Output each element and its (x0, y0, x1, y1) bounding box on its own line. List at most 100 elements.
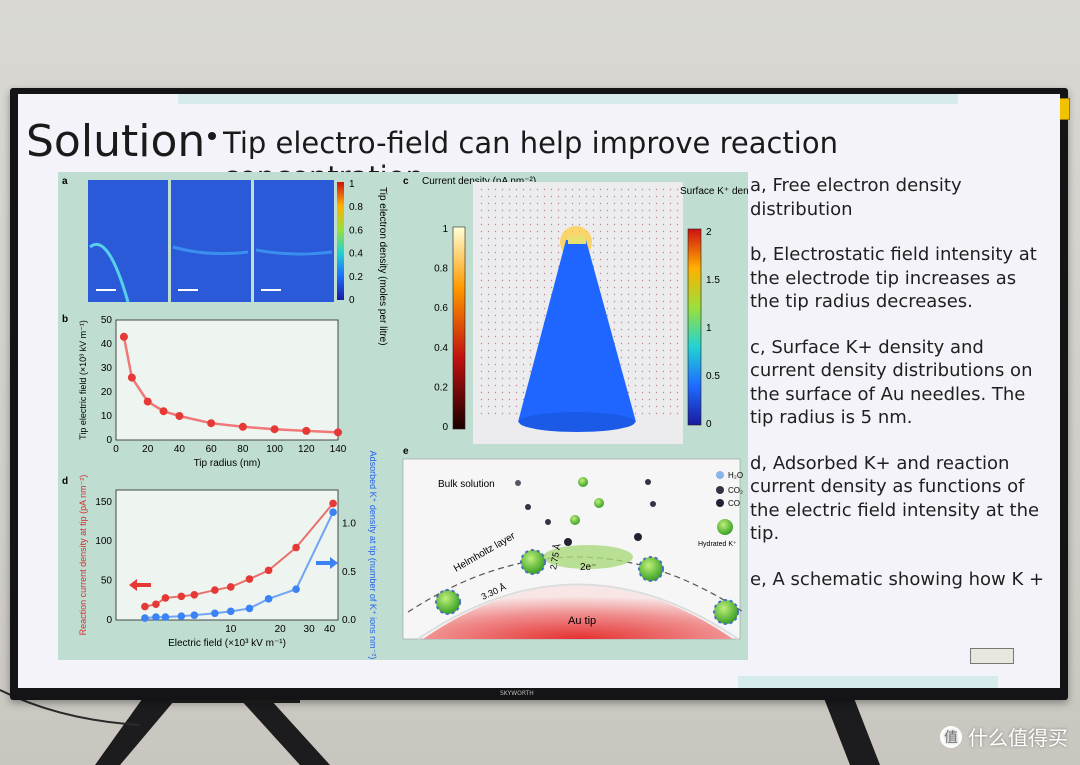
watermark-logo-icon: 值 (940, 725, 962, 748)
panel-d-y-right-tick: 0.5 (342, 567, 356, 578)
panel-d-data-point (211, 609, 219, 618)
panel-e-tip-label: Au tip (568, 615, 596, 627)
panel-b-chart: 0 20 40 60 80 100 120 140 0 10 20 30 40 50 Tip radius … (78, 315, 347, 469)
panel-b-y-tick: 30 (101, 363, 113, 374)
panel-d-left-arrow-icon (129, 579, 151, 591)
watermark: 值 什么值得买 (940, 722, 1068, 751)
panel-c-left-tick-label: 0 (442, 422, 448, 433)
caption-text: a, Free electron density distribution b,… (750, 174, 1050, 613)
panel-d-data-point (190, 590, 199, 599)
panel-c-left-tick-label: 0.8 (434, 264, 448, 275)
panel-c-left-label: Current density (nA nm⁻²) (422, 176, 536, 187)
panel-b-y-tick: 0 (106, 435, 112, 446)
panel-c-right-tick-label: 1 (706, 323, 712, 334)
panel-c-density-colorbar (687, 228, 702, 426)
panel-b-plot-area (115, 319, 339, 441)
panel-c-letter: c (403, 176, 409, 187)
panel-a-tick-label: 1 (349, 179, 355, 190)
panel-a-maps (88, 180, 334, 303)
panel-b-letter: b (62, 314, 68, 325)
panel-a-tick-label: 0.8 (349, 202, 363, 213)
panel-d-data-point (292, 585, 300, 593)
panel-d-data-point (292, 543, 300, 552)
panel-c-left-tick-label: 0.6 (434, 303, 448, 314)
panel-a-tick-label: 0.6 (349, 225, 363, 236)
slide-subtitle: Tip electro-field can help improve react… (223, 126, 838, 181)
panel-d-y-right-tick: 1.0 (342, 519, 356, 530)
watermark-text: 什么值得买 (968, 726, 1068, 750)
panel-b-data-point (143, 397, 152, 406)
panel-b-x-tick: 80 (237, 444, 249, 455)
panel-a-tick-label: 0 (349, 295, 355, 306)
panel-d-data-point (329, 499, 337, 508)
panel-c-right-tick-label: 2 (706, 227, 712, 238)
panel-e-legend-co: CO (728, 499, 740, 508)
panel-d-data-point (245, 604, 254, 613)
panel-d-data-point (152, 600, 160, 609)
panel-e-bulk-label: Bulk solution (438, 479, 495, 490)
panel-b-data-point (119, 332, 128, 341)
panel-e-electron-label: 2e⁻ (580, 562, 596, 573)
panel-a-tick-label: 0.2 (349, 272, 363, 283)
caption-c: c, Surface K+ density and current densit… (750, 336, 1033, 429)
panel-d-plot-area (115, 489, 339, 621)
panel-d-y-label: Reaction current density at tip (pA nm⁻²… (78, 475, 88, 636)
slide-screen: Solution Tip electro-field can help impr… (18, 94, 1060, 688)
panel-e-letter: e (403, 446, 409, 457)
panel-d-x-tick: 30 (304, 624, 316, 635)
panel-d-data-point (211, 586, 219, 594)
panel-c-left-tick-label: 0.4 (434, 343, 448, 354)
panel-d-data-point (226, 583, 235, 591)
panel-b-x-tick: 40 (174, 444, 186, 455)
panel-b-data-point (270, 425, 279, 434)
slide-top-strip (178, 94, 958, 104)
panel-b-data-point (302, 426, 311, 435)
figure-svg: a 1 0.8 0.6 0.4 0.2 0 Tip electron density (m… (62, 176, 796, 660)
panel-c-right-tick-label: 0 (706, 419, 712, 430)
panel-c-left-ticks: 1 0.8 0.6 0.4 0.2 0 (434, 224, 448, 433)
panel-d-data-point (152, 613, 160, 621)
caption-b: b, Electrostatic field intensity at the … (750, 244, 1037, 312)
panel-d-y-tick: 50 (101, 576, 113, 587)
panel-c-right-tick-label: 0.5 (706, 371, 720, 382)
panel-b-y-tick: 20 (101, 387, 113, 398)
panel-c-needle-image (473, 182, 683, 444)
panel-d-y-tick: 0 (106, 615, 112, 626)
panel-d-letter: d (62, 476, 68, 487)
panel-b-data-point (238, 422, 247, 431)
panel-b-x-tick: 120 (298, 444, 315, 455)
panel-a-letter: a (62, 176, 68, 187)
panel-d-chart: 10 20 30 40 0 50 100 150 0.0 0.5 1.0 Electric field… (78, 451, 378, 660)
panel-c-left-tick-label: 0.2 (434, 382, 448, 393)
panel-a-colorbar (337, 182, 344, 300)
panel-e-schematic (402, 458, 744, 640)
panel-b-x-tick: 20 (142, 444, 154, 455)
panel-b-y-tick: 10 (101, 411, 113, 422)
panel-d-x-tick: 20 (275, 624, 287, 635)
panel-d-x-tick: 40 (324, 624, 336, 635)
panel-b-y-tick: 40 (101, 339, 113, 350)
panel-a-tick-label: 0.4 (349, 249, 363, 260)
panel-e-distance-2: 2.75 Å (548, 543, 562, 570)
panel-b-data-point (175, 412, 184, 420)
panel-c-current-colorbar (452, 226, 466, 430)
panel-c-right-label: Surface K⁺ density (nm⁻²) (680, 186, 748, 197)
panel-d-data-point (161, 594, 170, 602)
panel-c-right-ticks: 2 1.5 1 0.5 0 (706, 227, 720, 430)
slide-bottom-strip (738, 676, 998, 688)
panel-d-x-label: Electric field (×10³ kV m⁻¹) (168, 638, 286, 649)
panel-d-data-point (161, 613, 170, 621)
panel-b-series-line (122, 336, 339, 434)
panel-b-data-point (127, 373, 136, 382)
panel-d-data-point (264, 595, 273, 603)
tv-brand-logo: SKYWORTH (500, 690, 534, 697)
panel-d-data-point (141, 614, 149, 622)
caption-d: d, Adsorbed K+ and reaction current dens… (750, 452, 1040, 545)
bullet-dot (208, 132, 216, 140)
panel-b-x-tick: 0 (113, 444, 119, 455)
panel-e-legend-h2o: H₂O (728, 471, 743, 480)
panel-d-y-right-tick: 0.0 (342, 615, 356, 626)
panel-c-left-tick-label: 1 (442, 224, 448, 235)
caption-a: a, Free electron density distribution (750, 175, 962, 220)
panel-d-data-point (177, 592, 186, 601)
